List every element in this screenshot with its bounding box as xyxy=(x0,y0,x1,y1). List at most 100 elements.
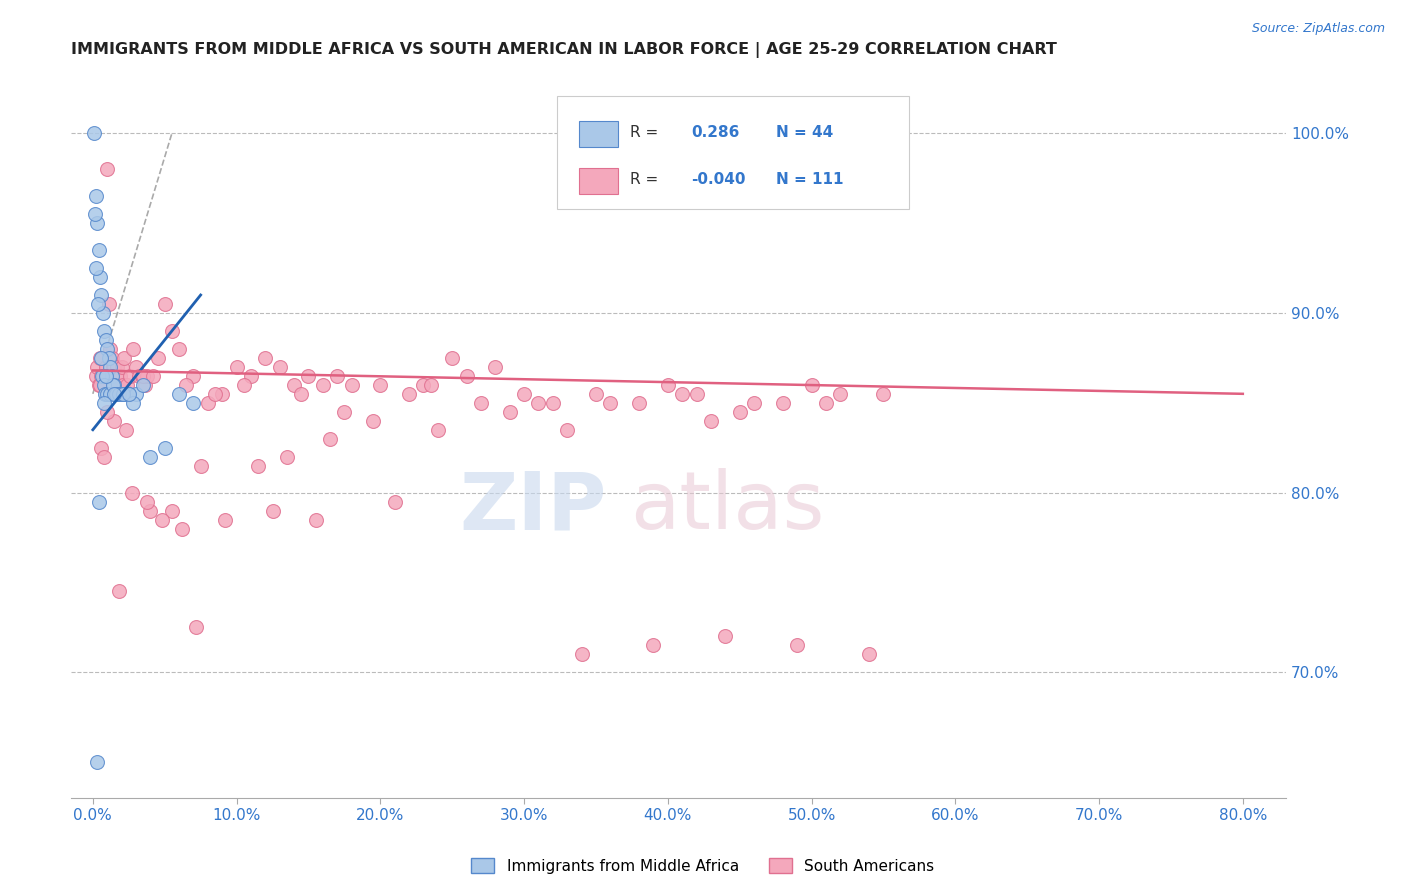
FancyBboxPatch shape xyxy=(579,120,617,147)
Point xyxy=(115,423,138,437)
Point xyxy=(107,377,129,392)
Point xyxy=(685,387,707,401)
Point xyxy=(90,441,112,455)
Point xyxy=(700,414,723,428)
Point xyxy=(94,333,117,347)
Point xyxy=(114,351,136,365)
Point xyxy=(125,387,148,401)
Point xyxy=(139,503,162,517)
FancyBboxPatch shape xyxy=(579,168,617,194)
Point xyxy=(115,387,138,401)
Point xyxy=(136,494,159,508)
Point xyxy=(89,377,111,392)
Point xyxy=(101,359,124,374)
Point xyxy=(84,368,107,383)
Point xyxy=(96,162,118,177)
Text: R =: R = xyxy=(630,172,658,187)
Point xyxy=(742,396,765,410)
Point xyxy=(254,351,277,365)
Point xyxy=(118,387,141,401)
Point xyxy=(211,387,233,401)
Point xyxy=(571,648,593,662)
Point xyxy=(167,342,190,356)
Point xyxy=(470,396,492,410)
Point xyxy=(361,414,384,428)
Point xyxy=(304,512,326,526)
Point xyxy=(84,207,107,221)
Point xyxy=(858,648,880,662)
Point xyxy=(139,450,162,464)
Point xyxy=(93,450,115,464)
Point xyxy=(326,368,349,383)
Point xyxy=(98,342,121,356)
Point xyxy=(174,377,197,392)
Point xyxy=(290,387,312,401)
Point xyxy=(100,368,122,383)
Text: atlas: atlas xyxy=(630,468,824,546)
Point xyxy=(132,377,155,392)
Point xyxy=(110,387,132,401)
Point xyxy=(98,359,121,374)
Point xyxy=(136,368,159,383)
Point xyxy=(150,512,173,526)
Point xyxy=(96,342,118,356)
Point xyxy=(370,377,392,392)
Point xyxy=(89,270,111,285)
Point xyxy=(83,126,105,140)
Point xyxy=(412,377,434,392)
Text: N = 111: N = 111 xyxy=(776,172,844,187)
Point xyxy=(104,387,127,401)
Point xyxy=(84,189,107,203)
Point xyxy=(97,297,120,311)
Point xyxy=(90,351,112,365)
Point xyxy=(132,368,155,383)
Point xyxy=(312,377,335,392)
Point xyxy=(90,368,112,383)
Point xyxy=(456,368,478,383)
Point xyxy=(142,368,165,383)
Point xyxy=(426,423,449,437)
Point xyxy=(441,351,464,365)
Point xyxy=(118,387,141,401)
Point xyxy=(86,359,108,374)
Point xyxy=(96,405,118,419)
Point xyxy=(107,387,129,401)
Point xyxy=(214,512,236,526)
Legend: Immigrants from Middle Africa, South Americans: Immigrants from Middle Africa, South Ame… xyxy=(465,852,941,880)
Text: -0.040: -0.040 xyxy=(690,172,745,187)
Point xyxy=(105,387,128,401)
Point xyxy=(87,243,110,257)
Point xyxy=(86,216,108,230)
Point xyxy=(160,503,183,517)
Point xyxy=(643,638,665,652)
Point xyxy=(97,351,120,365)
Point xyxy=(146,351,169,365)
Point xyxy=(91,306,114,320)
Point xyxy=(204,387,226,401)
Point xyxy=(170,522,193,536)
Text: IMMIGRANTS FROM MIDDLE AFRICA VS SOUTH AMERICAN IN LABOR FORCE | AGE 25-29 CORRE: IMMIGRANTS FROM MIDDLE AFRICA VS SOUTH A… xyxy=(72,42,1057,58)
Point xyxy=(247,458,270,473)
Point xyxy=(153,297,176,311)
Point xyxy=(599,396,621,410)
Point xyxy=(98,387,121,401)
Point xyxy=(90,288,112,302)
Point xyxy=(671,387,693,401)
Point xyxy=(186,620,208,634)
Point xyxy=(117,377,139,392)
Point xyxy=(276,450,298,464)
Point xyxy=(541,396,564,410)
Point xyxy=(183,368,205,383)
Point xyxy=(160,324,183,338)
Point xyxy=(111,377,134,392)
Point xyxy=(814,396,837,410)
Point xyxy=(105,359,128,374)
Point xyxy=(197,396,219,410)
Point xyxy=(120,368,142,383)
Point xyxy=(89,351,111,365)
Point xyxy=(131,368,153,383)
Point xyxy=(96,387,118,401)
Point xyxy=(555,423,578,437)
Text: 0.286: 0.286 xyxy=(690,125,740,140)
Point xyxy=(122,342,145,356)
